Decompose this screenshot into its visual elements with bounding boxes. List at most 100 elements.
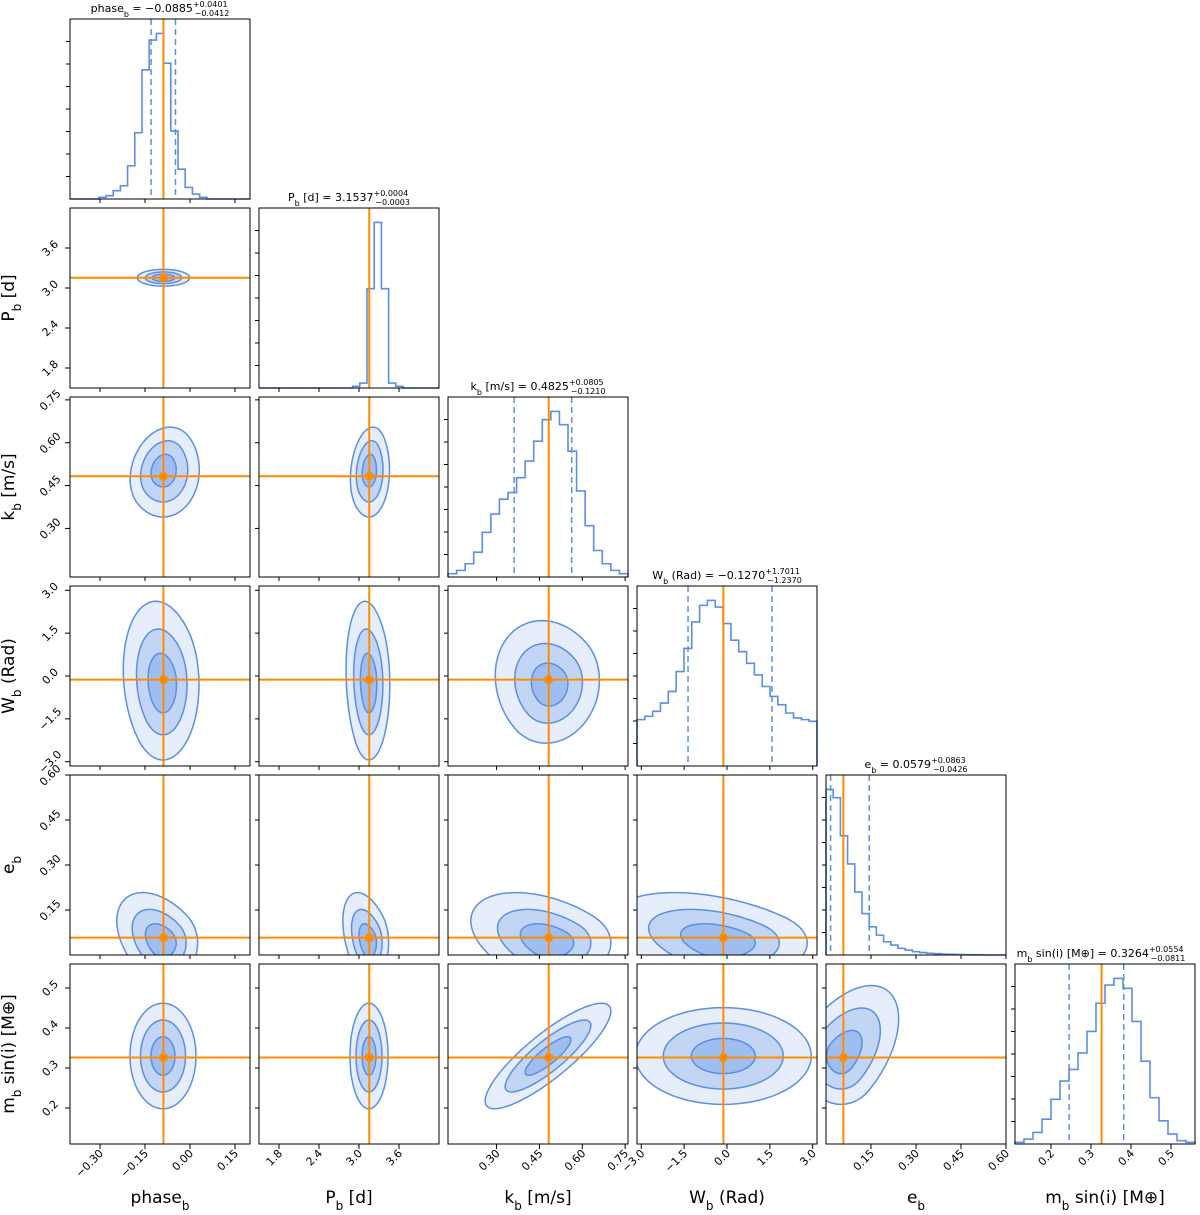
truth-point <box>364 1052 374 1062</box>
y-tick-label: 0.2 <box>40 1098 62 1120</box>
histogram-step <box>825 788 1006 956</box>
y-tick-label: 0.60 <box>37 430 64 457</box>
x-axis-label: eb <box>907 1188 925 1213</box>
truth-point <box>158 933 168 943</box>
panel-title: Wb (Rad) = −0.1270+1.7011 −1.2370 <box>652 567 802 586</box>
contour-layers <box>826 964 1006 1144</box>
axes-frame <box>258 396 440 578</box>
contour-layers <box>259 775 439 955</box>
contour-level <box>679 923 757 955</box>
y-tick-label: 0.0 <box>40 666 62 688</box>
x-axis-label: Wb (Rad) <box>689 1188 765 1213</box>
x-tick-label: −0.15 <box>118 1147 151 1180</box>
x-tick-label: 0.3 <box>1076 1147 1098 1169</box>
y-tick-label: 3.0 <box>40 278 62 300</box>
axes-frame <box>258 963 440 1145</box>
contour-layers <box>448 586 628 766</box>
contour-panel-r5-c0 <box>69 963 251 1145</box>
y-tick-label: 0.3 <box>40 1058 62 1080</box>
truth-point <box>718 933 728 943</box>
y-tick-label: 0.30 <box>37 852 64 879</box>
x-tick-label: 0.45 <box>519 1147 546 1174</box>
x-axis-label: kb [m/s] <box>504 1188 571 1213</box>
y-tick-label: 3.0 <box>40 580 62 602</box>
histogram-step <box>447 410 629 577</box>
panel-title: Pb [d] = 3.1537+0.0004 −0.0003 <box>288 189 410 208</box>
contour-layers <box>259 397 439 577</box>
y-tick-label: −1.5 <box>36 705 64 733</box>
axes-frame <box>69 18 251 200</box>
x-tick-label: 3.0 <box>344 1147 366 1169</box>
histogram-step <box>1014 977 1196 1144</box>
x-tick-label: 0.30 <box>476 1147 503 1174</box>
x-tick-label: 1.8 <box>264 1147 286 1169</box>
axes-frame <box>258 207 440 389</box>
contour-panel-r3-c1 <box>258 585 440 767</box>
axes-frame <box>69 396 251 578</box>
y-tick-label: 1.5 <box>40 623 62 645</box>
x-tick-label: 0.00 <box>170 1147 197 1174</box>
truth-point <box>718 1052 728 1062</box>
truth-point <box>158 273 168 283</box>
y-tick-label: 0.15 <box>37 897 64 924</box>
contour-panel-r2-c0 <box>69 396 251 578</box>
contour-layers <box>70 208 250 388</box>
hist-panel-p-b: Pb [d] = 3.1537+0.0004 −0.0003 <box>255 189 440 389</box>
panel-title: eb = 0.0579+0.0863 −0.0426 <box>864 756 967 775</box>
contour-panel-r4-c3 <box>636 774 818 956</box>
panel-title: mb sin(i) [M⊕] = 0.3264+0.0554 −0.0811 <box>1017 945 1186 964</box>
contour-panel-r5-c3 <box>636 963 818 1145</box>
y-axis-label: Wb (Rad) <box>0 638 24 714</box>
contour-layers <box>70 775 250 955</box>
y-tick-label: 0.75 <box>37 387 64 414</box>
contour-layers <box>70 964 250 1144</box>
truth-point <box>364 675 374 685</box>
truth-point <box>158 675 168 685</box>
y-tick-label: 0.45 <box>37 473 64 500</box>
truth-point <box>544 675 554 685</box>
x-tick-label: −1.5 <box>662 1147 690 1175</box>
contour-panel-r3-c2 <box>447 585 629 767</box>
contour-panel-r2-c1 <box>258 396 440 578</box>
panel-title: phaseb = −0.0885+0.0401 −0.0412 <box>91 0 230 19</box>
histogram-step <box>636 599 818 766</box>
y-axis-label: eb <box>0 856 24 874</box>
hist-panel-m-b-sin-i-: mb sin(i) [M⊕] = 0.3264+0.0554 −0.0811 <box>1011 945 1196 1145</box>
y-axis-label: Pb [d] <box>0 274 24 321</box>
histogram-step <box>70 32 250 200</box>
contour-layers <box>259 964 439 1144</box>
truth-point <box>158 1052 168 1062</box>
x-tick-label: 2.4 <box>304 1147 326 1169</box>
truth-point <box>364 471 374 481</box>
x-tick-label: 0.0 <box>712 1147 734 1169</box>
x-tick-label: 3.6 <box>384 1147 406 1169</box>
axes-frame <box>636 585 818 767</box>
x-tick-label: 0.30 <box>896 1147 923 1174</box>
contour-layers <box>637 964 817 1144</box>
x-tick-label: 0.15 <box>215 1147 242 1174</box>
contour-panel-r4-c1 <box>258 774 440 956</box>
hist-panel-w-b: Wb (Rad) = −0.1270+1.7011 −1.2370 <box>633 567 818 767</box>
contour-panel-r5-c2 <box>447 963 629 1145</box>
x-tick-label: 1.5 <box>754 1147 776 1169</box>
hist-panel-phase-b: phaseb = −0.0885+0.0401 −0.0412 <box>66 0 251 200</box>
contour-panel-r3-c0 <box>69 585 251 767</box>
axes-frame <box>825 774 1007 956</box>
x-tick-label: 0.60 <box>986 1147 1013 1174</box>
truth-point <box>544 1052 554 1062</box>
contour-layers <box>448 964 628 1144</box>
contour-layers <box>637 775 817 955</box>
y-tick-label: 0.4 <box>40 1018 62 1040</box>
x-tick-label: 0.15 <box>851 1147 878 1174</box>
contour-layers <box>259 586 439 766</box>
truth-point <box>158 471 168 481</box>
x-axis-label: phaseb <box>131 1188 190 1213</box>
y-tick-label: 0.30 <box>37 516 64 543</box>
histogram-step <box>259 221 439 389</box>
y-tick-label: 0.45 <box>37 807 64 834</box>
panel-title: kb [m/s] = 0.4825+0.0805 −0.1210 <box>471 378 606 397</box>
x-tick-label: 0.2 <box>1036 1147 1058 1169</box>
truth-point <box>364 933 374 943</box>
hist-panel-e-b: eb = 0.0579+0.0863 −0.0426 <box>822 756 1007 956</box>
